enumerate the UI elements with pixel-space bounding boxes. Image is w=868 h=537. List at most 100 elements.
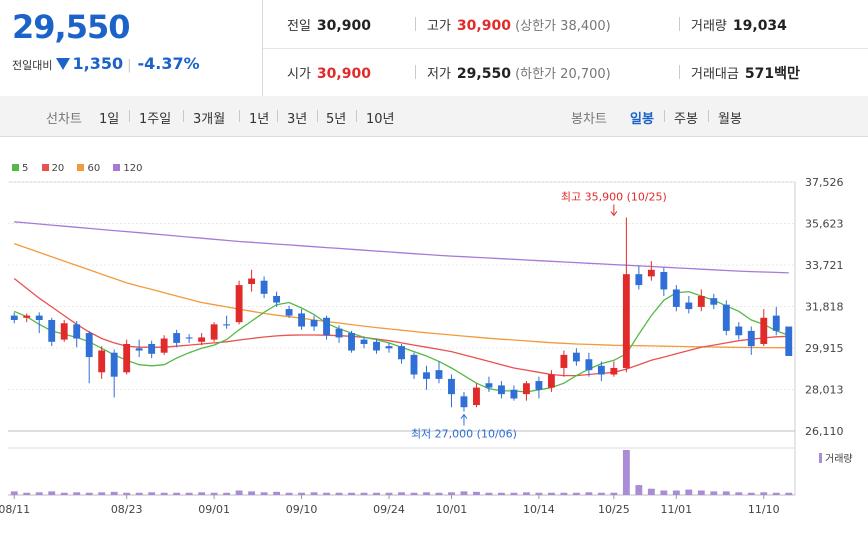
y-tick-label: 26,110 [805, 425, 844, 438]
legend-swatch [77, 164, 85, 171]
volume-bar [585, 492, 593, 495]
candle-body [60, 323, 68, 340]
legend-label: 120 [123, 163, 143, 174]
volume-bar [410, 492, 418, 495]
legend-item-ma20: 20 [41, 163, 64, 174]
volume-bar [248, 491, 256, 495]
candle-body [435, 370, 443, 379]
price-summary: 29,550 전일대비 1,350 | -4.37% [0, 0, 263, 96]
ma60-line [13, 242, 789, 349]
volume-bar [460, 491, 468, 495]
candle-body [285, 309, 293, 316]
candle-body [547, 374, 555, 388]
volume-bar [385, 492, 393, 495]
tab-weekly-candle[interactable]: 주봉 [674, 112, 698, 127]
candle-body [473, 387, 480, 406]
volume-bar [572, 492, 580, 495]
volume-bar [360, 492, 368, 495]
volume-bar [448, 492, 455, 495]
quote-panel: 29,550 전일대비 1,350 | -4.37% 전일 30,900 고가 30,90… [0, 0, 868, 97]
volume-bar [260, 492, 268, 495]
tab-period-10y[interactable]: 10년 [366, 112, 395, 127]
volume-bar [23, 492, 31, 495]
candle-body [148, 343, 156, 354]
volume-bar [185, 492, 193, 495]
candle-body [35, 315, 43, 320]
tab-line-chart[interactable]: 선차트 [46, 112, 82, 127]
high-label: 고가 [427, 19, 451, 34]
change-row: 전일대비 1,350 | -4.37% [12, 54, 200, 73]
candle-body [85, 333, 93, 358]
legend-label: 5 [22, 163, 29, 174]
candle-body [597, 365, 605, 375]
candle-body [298, 313, 305, 327]
x-tick-label: 08/11 [0, 503, 30, 516]
volume-bar [235, 490, 243, 495]
tab-period-1d[interactable]: 1일 [99, 112, 120, 127]
volume-bar [398, 492, 405, 495]
tab-period-3m[interactable]: 3개월 [193, 112, 226, 127]
quote-row-2: 시가 30,900 저가 29,550 (하한가 20,700) 거래대금 571백만 [263, 48, 868, 96]
candle-body [210, 324, 218, 340]
candle-body [185, 337, 193, 339]
candle-body [635, 274, 643, 286]
tab-period-3y[interactable]: 3년 [287, 112, 308, 127]
volume-bar [722, 491, 730, 495]
candle-body [535, 381, 543, 390]
candle-body [572, 352, 580, 362]
y-tick-label: 35,623 [805, 218, 844, 231]
candle-body [223, 324, 231, 326]
x-tick-label: 08/23 [111, 503, 143, 516]
tab-candle-chart[interactable]: 봉차트 [571, 112, 607, 127]
divider [679, 65, 680, 79]
volume-bar [273, 491, 281, 495]
volume-bar [198, 492, 206, 495]
volume-bar [772, 492, 780, 495]
upper-limit: (상한가 38,400) [515, 19, 611, 34]
divider [415, 17, 416, 31]
current-price: 29,550 [12, 8, 130, 46]
x-tick-label: 11/10 [748, 503, 780, 516]
tab-period-1w[interactable]: 1주일 [139, 112, 172, 127]
candle-body [485, 383, 493, 388]
tab-daily-candle[interactable]: 일봉 [630, 112, 654, 127]
volume-bar [510, 492, 518, 495]
volume-bar [135, 492, 143, 495]
volume-bar [48, 491, 56, 495]
volume-bar [298, 492, 305, 495]
tab-period-1y[interactable]: 1년 [249, 112, 270, 127]
amount-value: 571 [744, 66, 775, 82]
tab-monthly-candle[interactable]: 월봉 [718, 112, 742, 127]
tab-period-5y[interactable]: 5년 [326, 112, 347, 127]
candle-body [235, 285, 243, 323]
candle-body [273, 295, 281, 303]
volume-legend-label: 거래량 [825, 453, 853, 465]
volume-bar [223, 492, 231, 495]
legend-item-ma5: 5 [12, 163, 28, 174]
legend-swatch [12, 164, 19, 171]
volume-bar [148, 492, 156, 495]
volume-bar [660, 490, 668, 495]
candle-body [560, 354, 568, 368]
candle-body [722, 304, 730, 331]
candle-body [460, 396, 468, 408]
volume-bar [348, 492, 355, 495]
divider [356, 110, 357, 122]
candle-body [98, 350, 106, 373]
volume-bar [672, 490, 680, 495]
volume-bar [335, 492, 343, 495]
candle-body [510, 389, 518, 399]
volume-bar [535, 492, 543, 495]
candle-body [385, 346, 393, 349]
legend-swatch [113, 164, 121, 171]
divider [277, 110, 278, 122]
volume-bar [547, 492, 555, 495]
y-tick-label: 29,915 [805, 342, 844, 355]
divider [664, 110, 665, 122]
candle-body [398, 346, 405, 360]
volume-bar [435, 492, 443, 495]
change-label: 전일대비 [12, 59, 53, 72]
volume-bar [498, 492, 505, 495]
candle-body [660, 271, 668, 290]
